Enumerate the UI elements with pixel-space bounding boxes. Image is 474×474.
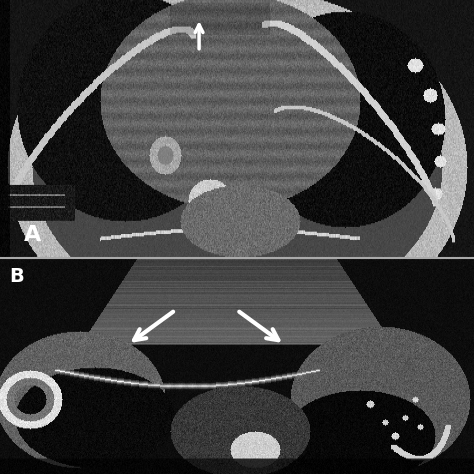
Text: A: A (24, 226, 41, 246)
Text: B: B (9, 267, 24, 286)
